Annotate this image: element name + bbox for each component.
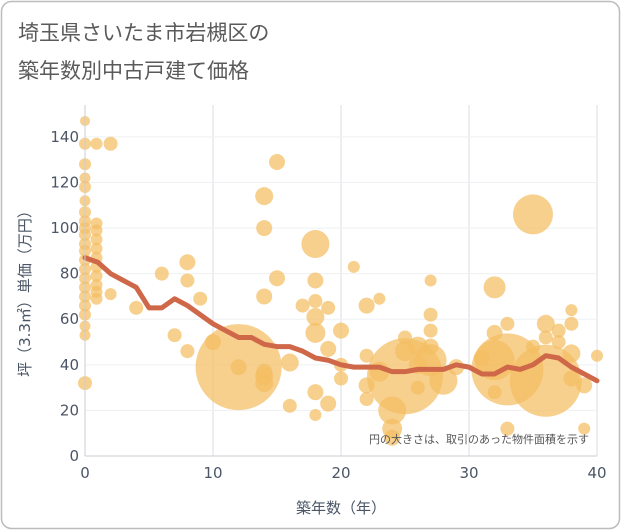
bubble-point (513, 194, 553, 235)
bubble-point (578, 422, 591, 435)
bubble-point (398, 330, 412, 345)
bubble-point (538, 330, 553, 345)
size-annotation: 円の大きさは、取引のあった物件面積を示す (369, 432, 589, 446)
axes (84, 105, 597, 457)
bubble-point (129, 300, 144, 315)
y-tick-label: 80 (60, 265, 79, 283)
bubble-point (334, 371, 348, 386)
bubble-point (565, 304, 578, 317)
bubble-point (90, 269, 103, 282)
bubble-point (500, 421, 515, 436)
y-tick-label: 40 (60, 356, 79, 374)
bubble-point (359, 392, 374, 407)
bubble-point (180, 344, 195, 359)
bubble-point (423, 307, 438, 322)
y-tick-label: 0 (69, 447, 79, 465)
bubble-point (308, 294, 323, 309)
x-tick-label: 0 (80, 464, 90, 482)
bubble-point (347, 260, 360, 273)
bubble-point (193, 291, 208, 306)
x-tick-label: 20 (331, 464, 350, 482)
bubble-point (230, 359, 247, 376)
bubble-point (358, 297, 375, 314)
bubble-point (500, 316, 515, 331)
bubble-point (384, 429, 401, 446)
bubble-point (576, 377, 593, 394)
bubble-point (104, 288, 117, 301)
x-tick-label: 30 (459, 464, 478, 482)
bubble-point (307, 384, 324, 401)
y-tick-label: 60 (60, 310, 79, 328)
bubble-point (269, 153, 285, 170)
bubble-point (563, 370, 580, 387)
bubble-point (255, 187, 274, 206)
bubble-point (256, 363, 273, 380)
bubbles (78, 115, 603, 446)
bubble-point (280, 353, 299, 372)
y-tick-label: 140 (50, 128, 79, 146)
x-tick-label: 40 (587, 464, 606, 482)
y-tick-label: 20 (60, 401, 79, 419)
bubble-point (90, 242, 103, 255)
bubble-point (90, 137, 103, 150)
bubble-point (306, 307, 325, 326)
bubble-point (320, 340, 337, 357)
bubble-point (103, 136, 118, 151)
bubble-point (90, 233, 103, 246)
bubble-point (591, 349, 603, 362)
y-tick-label: 120 (50, 173, 79, 191)
bubble-point (256, 288, 273, 305)
bubble-point (295, 298, 310, 313)
bubble-point (301, 230, 330, 259)
bubble-point (320, 395, 337, 412)
y-axis-label: 坪（3.3㎡）単価（万円） (16, 203, 34, 377)
bubble-point (282, 398, 297, 413)
bubble-point (167, 328, 182, 343)
bubble-point (90, 292, 103, 305)
bubble-point (424, 274, 437, 287)
bubble-point (410, 380, 425, 395)
bubble-point (180, 273, 195, 288)
x-tick-label: 10 (203, 464, 222, 482)
bubble-point (307, 272, 324, 289)
trend-line (82, 255, 600, 384)
bubble-point (321, 300, 336, 315)
bubble-point (179, 254, 196, 271)
x-axis-label: 築年数（年） (296, 499, 386, 517)
bubble-point (536, 314, 555, 333)
tick-labels: 0 10 20 30 40 0 20 40 60 80 100 120 140 (50, 128, 606, 482)
bubble-point (359, 348, 374, 363)
bubble-point (256, 220, 273, 237)
y-tick-label: 100 (50, 219, 79, 237)
bubble-point (333, 322, 349, 339)
bubble-point (154, 266, 169, 281)
chart-title-line-1: 埼玉県さいたま市岩槻区の (18, 21, 269, 45)
bubble-point (309, 408, 322, 421)
bubble-point (305, 322, 326, 343)
bubble-point (551, 335, 566, 350)
chart-title-line-2: 築年数別中古戸建て価格 (18, 59, 249, 83)
bubble-point (423, 323, 438, 338)
bubble-point (373, 292, 386, 305)
bubble-point (483, 276, 506, 299)
bubble-point (90, 224, 103, 237)
bubble-point (551, 323, 566, 338)
bubble-point (269, 270, 285, 287)
bubble-point (429, 366, 458, 395)
bubble-point (562, 344, 581, 363)
bubble-point (255, 374, 274, 393)
bubble-point (564, 316, 579, 331)
